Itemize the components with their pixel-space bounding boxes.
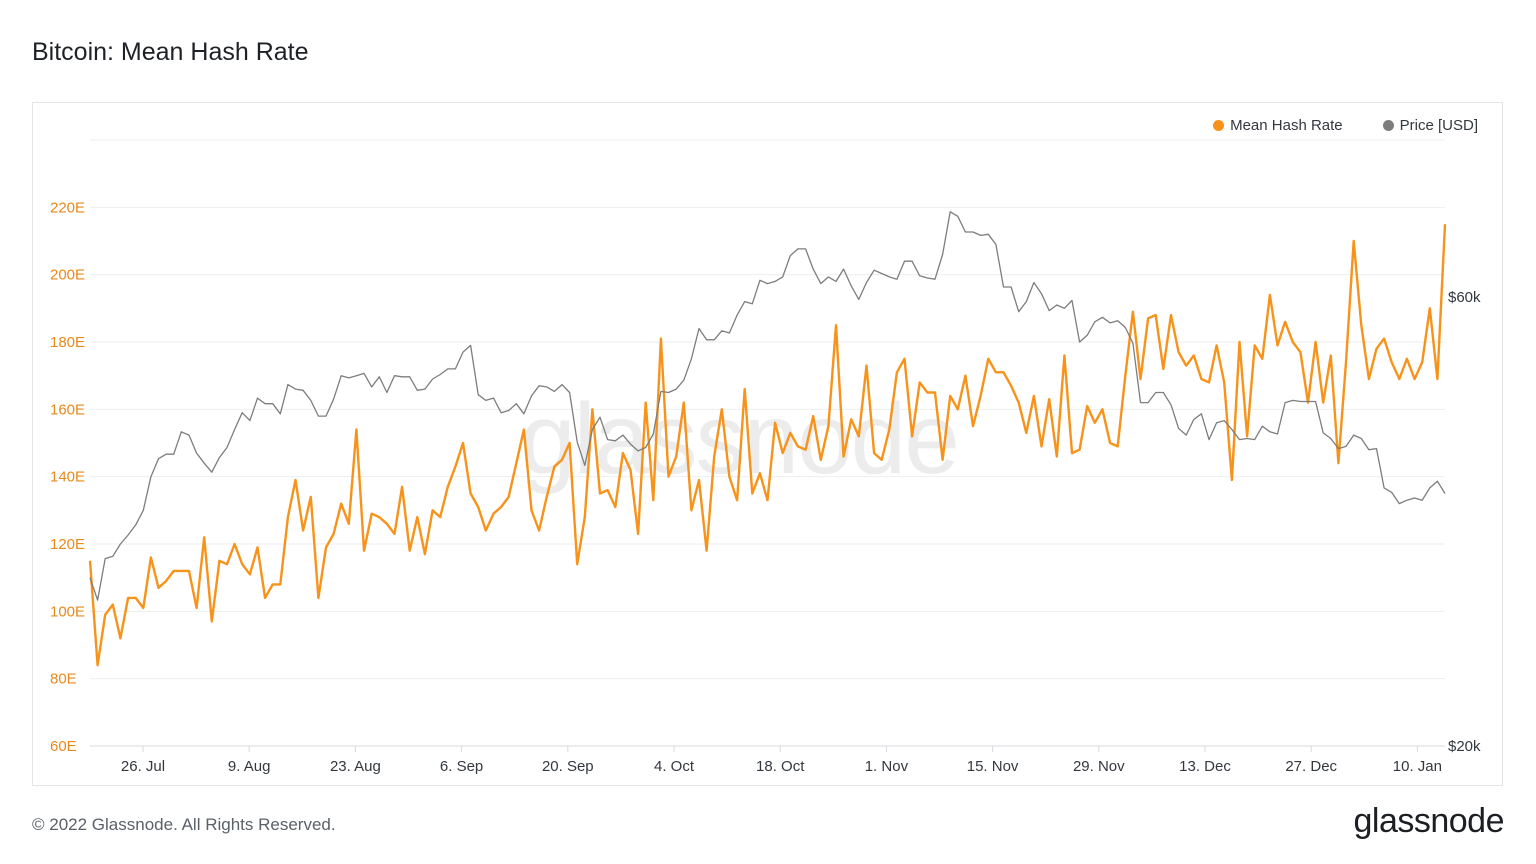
legend-dot-hash-rate bbox=[1213, 120, 1225, 131]
y-left-tick-label: 140E bbox=[50, 469, 85, 486]
x-tick-label: 20. Sep bbox=[542, 758, 594, 775]
y-left-tick-label: 80E bbox=[50, 671, 77, 688]
x-tick-label: 10. Jan bbox=[1393, 758, 1442, 775]
y-left-tick-label: 220E bbox=[50, 199, 85, 216]
y-right-tick-label: $20k bbox=[1448, 738, 1481, 755]
x-tick-label: 29. Nov bbox=[1073, 758, 1125, 775]
x-tick-label: 27. Dec bbox=[1285, 758, 1337, 775]
y-left-tick-label: 180E bbox=[50, 334, 85, 351]
y-right-tick-label: $60k bbox=[1448, 289, 1481, 306]
x-tick-label: 26. Jul bbox=[121, 758, 165, 775]
y-left-tick-label: 160E bbox=[50, 401, 85, 418]
x-tick-label: 18. Oct bbox=[756, 758, 805, 775]
legend: Mean Hash Rate Price [USD] bbox=[1213, 117, 1478, 134]
legend-label-price: Price [USD] bbox=[1399, 117, 1478, 134]
legend-label-hash-rate: Mean Hash Rate bbox=[1230, 117, 1343, 134]
x-tick-label: 6. Sep bbox=[440, 758, 483, 775]
x-tick-label: 15. Nov bbox=[967, 758, 1019, 775]
hash-rate-line bbox=[88, 224, 1447, 667]
x-tick-label: 23. Aug bbox=[330, 758, 381, 775]
y-left-tick-label: 120E bbox=[50, 536, 85, 553]
brand-logo: glassnode bbox=[1353, 802, 1504, 840]
copyright-text: © 2022 Glassnode. All Rights Reserved. bbox=[32, 815, 336, 834]
y-left-tick-label: 100E bbox=[50, 603, 85, 620]
y-left-tick-label: 200E bbox=[50, 267, 85, 284]
legend-item-price[interactable]: Price [USD] bbox=[1382, 117, 1478, 134]
legend-dot-price bbox=[1382, 120, 1394, 131]
y-left-tick-label: 60E bbox=[50, 738, 77, 755]
chart-title: Bitcoin: Mean Hash Rate bbox=[32, 38, 309, 66]
chart-frame bbox=[32, 102, 1503, 786]
x-tick-label: 4. Oct bbox=[654, 758, 695, 775]
x-tick-label: 9. Aug bbox=[228, 758, 271, 775]
legend-item-hash-rate[interactable]: Mean Hash Rate bbox=[1213, 117, 1343, 134]
x-tick-label: 13. Dec bbox=[1179, 758, 1231, 775]
x-tick-label: 1. Nov bbox=[865, 758, 909, 775]
price-line bbox=[89, 211, 1446, 601]
